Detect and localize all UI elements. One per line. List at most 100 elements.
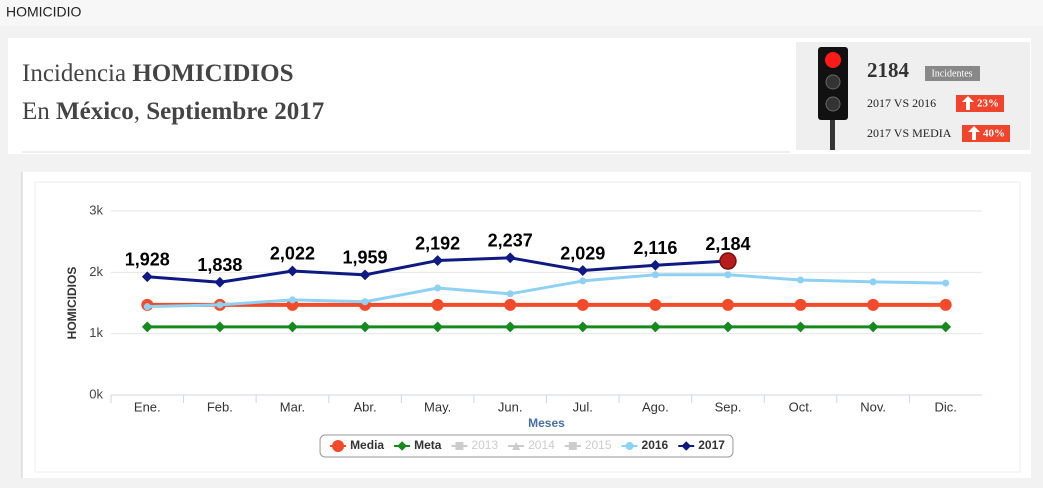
series-line <box>147 273 946 309</box>
x-tick-label: Ago. <box>642 399 669 414</box>
stat-label: 2017 VS 2016 <box>867 96 936 110</box>
point <box>434 284 442 292</box>
point <box>141 321 153 333</box>
point <box>577 265 589 276</box>
point <box>287 321 298 333</box>
legend-label: Meta <box>414 438 442 452</box>
top-strip <box>0 0 1043 26</box>
point <box>359 269 371 281</box>
x-tick-label: Abr. <box>353 399 376 414</box>
point <box>721 298 734 311</box>
point <box>214 276 226 288</box>
point <box>504 298 517 311</box>
y-tick-label: 1k <box>89 325 103 340</box>
x-tick-label: Dic. <box>935 399 957 414</box>
point <box>795 321 806 333</box>
title-part: HOMICIDIOS <box>132 60 293 87</box>
y-tick-label: 2k <box>89 264 103 279</box>
point <box>939 298 952 311</box>
title-part: México <box>56 98 134 125</box>
point <box>940 321 952 333</box>
legend-label: Media <box>350 438 384 452</box>
point <box>649 298 662 311</box>
data-label: 2,029 <box>560 243 605 263</box>
title-part: Incidencia <box>22 60 126 87</box>
point <box>651 271 659 279</box>
title-part: En <box>22 98 50 125</box>
x-tick-label: Oct. <box>789 399 813 414</box>
x-tick-label: Feb. <box>207 399 233 414</box>
y-tick-label: 3k <box>89 202 103 217</box>
point <box>141 271 153 283</box>
badge <box>925 66 980 81</box>
point <box>143 303 151 311</box>
legend-symbol <box>625 442 634 450</box>
legend: Media Meta 2013 2014 2015 2016 2017 <box>319 434 734 458</box>
point <box>649 259 661 271</box>
title-line2: En México, Septiembre 2017 <box>22 98 324 125</box>
x-tick-label: May. <box>424 399 451 414</box>
point <box>431 298 444 311</box>
title-part: , <box>134 98 140 125</box>
title-part: Septiembre 2017 <box>146 98 324 125</box>
point <box>942 279 950 287</box>
data-label: 2,022 <box>270 244 315 264</box>
light-pole <box>830 118 835 150</box>
legend-box <box>319 434 734 458</box>
legend-label: 2014 <box>528 438 555 452</box>
light-off <box>825 96 841 112</box>
x-tick-label: Nov. <box>860 399 886 414</box>
point <box>649 321 661 333</box>
badge-text: Incidentes <box>931 68 972 79</box>
legend-label: 2013 <box>471 438 498 452</box>
data-label: 1,928 <box>125 249 170 269</box>
point <box>506 290 514 298</box>
point <box>288 296 296 304</box>
point <box>576 298 589 311</box>
point <box>722 321 734 333</box>
legend-label: 2016 <box>642 438 669 452</box>
legend-symbol <box>332 440 345 452</box>
light-off <box>825 74 841 90</box>
chart: 0k 1k 2k 3k Ene. Feb. Mar. Abr. May. Jun. Jul. Ago.… <box>65 202 982 458</box>
x-tick-label: Sep. <box>715 399 742 414</box>
point <box>867 321 879 333</box>
highlight-point <box>719 252 737 270</box>
x-tick-label: Jul. <box>573 399 593 414</box>
point <box>359 321 371 333</box>
x-tick-label: Ene. <box>134 399 161 414</box>
up-arrow <box>968 126 980 140</box>
data-label: 1,959 <box>343 248 388 268</box>
point <box>869 278 877 286</box>
section-title: HOMICIDIO <box>6 4 82 20</box>
legend-symbol <box>397 441 407 451</box>
point <box>432 255 444 266</box>
stat-label: 2017 VS MEDIA <box>867 126 952 140</box>
legend-label: 2015 <box>585 438 612 452</box>
point <box>577 321 589 333</box>
data-label: 2,237 <box>488 231 533 251</box>
point <box>361 298 369 306</box>
x-tick-label: Jun. <box>498 399 523 414</box>
x-tick-label: Mar. <box>280 399 305 414</box>
light-red <box>825 52 841 68</box>
change-text: 40% <box>983 128 1005 140</box>
change-text: 23% <box>977 98 999 110</box>
point <box>432 321 444 333</box>
point <box>579 277 587 285</box>
data-label: 2,184 <box>705 234 750 254</box>
y-tick-label: 0k <box>89 386 103 401</box>
point <box>286 298 299 311</box>
data-label: 1,838 <box>197 255 242 275</box>
data-label: 2,116 <box>633 238 677 258</box>
title-line1: Incidencia HOMICIDIOS <box>22 60 294 87</box>
point <box>504 321 516 333</box>
legend-symbol <box>568 442 577 450</box>
point <box>214 321 226 333</box>
point <box>216 301 224 309</box>
legend-label: 2017 <box>698 438 725 452</box>
up-arrow <box>962 96 974 110</box>
total: 2184 <box>867 58 910 82</box>
